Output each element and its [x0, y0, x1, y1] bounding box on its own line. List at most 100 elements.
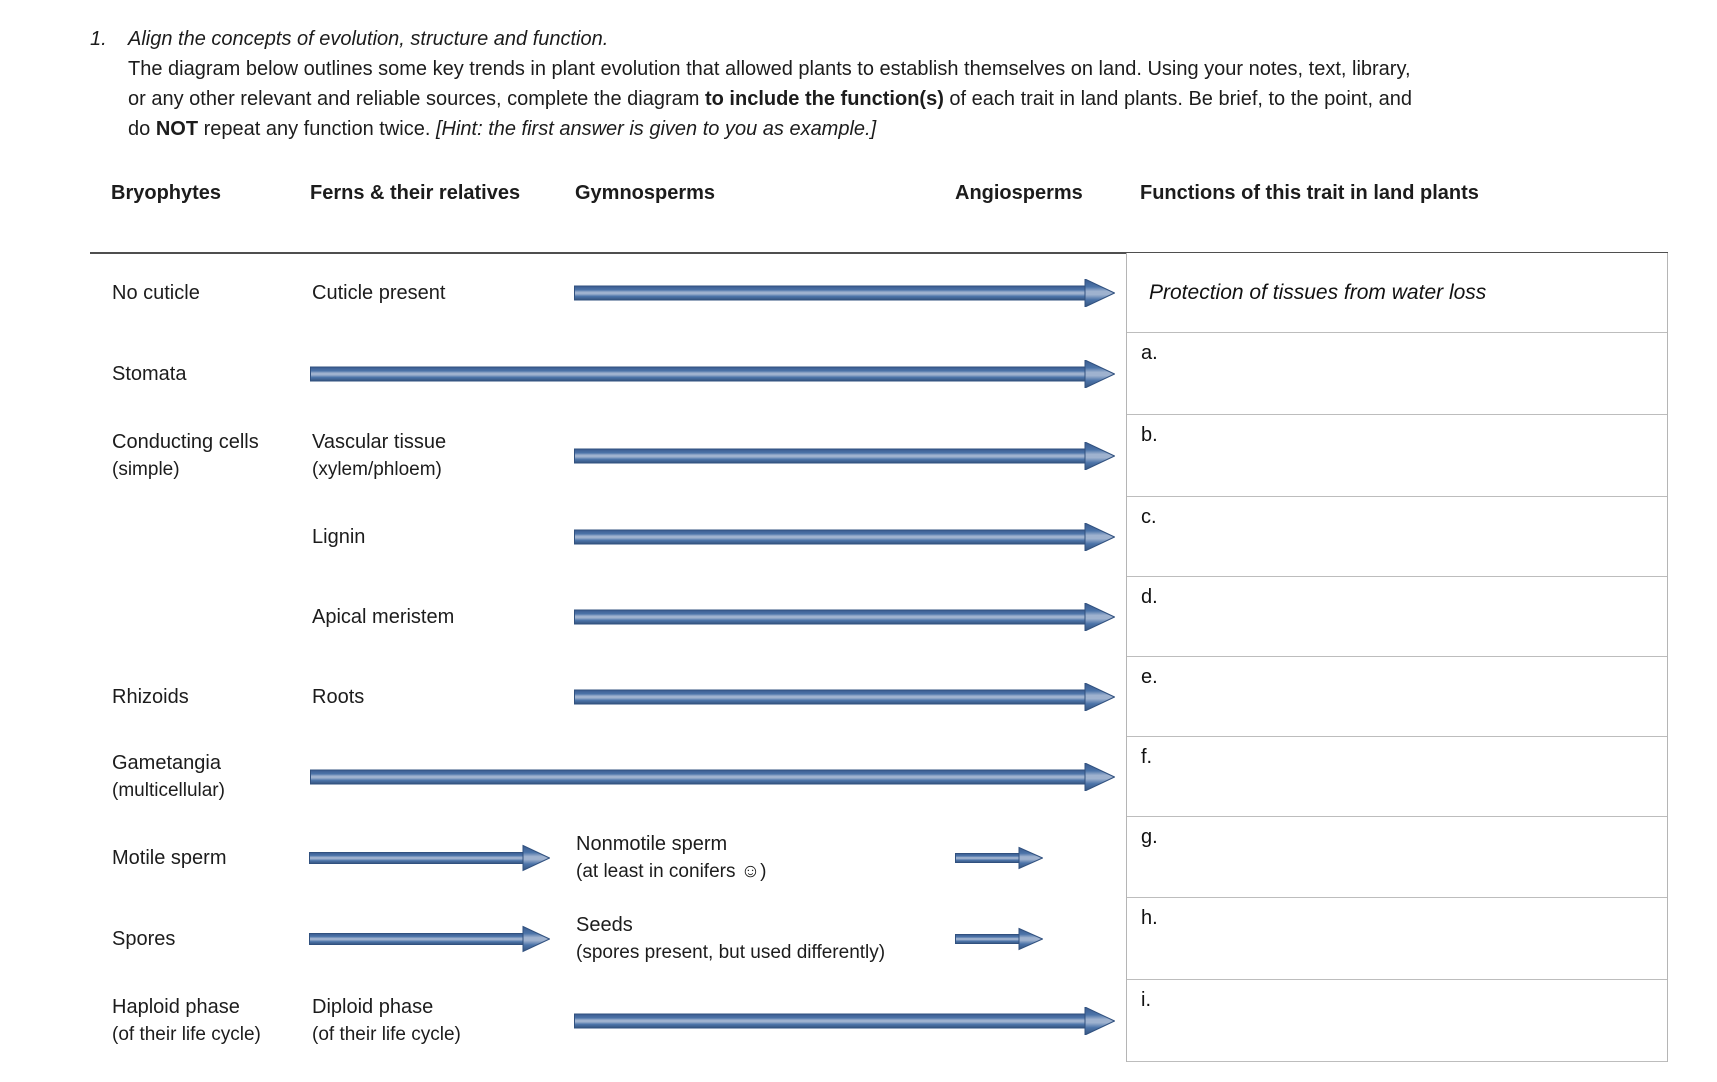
answer-letter-label: i.: [1141, 989, 1151, 1011]
trait-text-line: Cuticle present: [312, 282, 446, 304]
evolution-arrow-gym-to-angio: [574, 603, 1115, 631]
trait-text-line: Gametangia: [112, 752, 221, 774]
evolution-arrow-gym-to-angio: [574, 1007, 1115, 1035]
question-text-segment: The diagram below outlines some key tren…: [128, 58, 1411, 80]
evolution-arrow-gym-to-angio: [574, 442, 1115, 470]
ferns-trait-label: Diploid phase (of their life cycle): [312, 980, 461, 1062]
gymnosperms-trait-label: Seeds (spores present, but used different…: [576, 898, 885, 980]
column-header-angiosperms: Angiosperms: [955, 182, 1083, 204]
answer-cell-a[interactable]: a.: [1127, 333, 1667, 415]
trait-text-line: (of their life cycle): [312, 1024, 461, 1045]
evolution-arrow-fern-to-gym: [309, 925, 550, 953]
column-header-bryophytes: Bryophytes: [111, 182, 222, 204]
trait-row: Conducting cells (simple) Vascular tissue (…: [0, 415, 1717, 497]
trait-text-line: Seeds: [576, 914, 633, 936]
answer-letter-label: a.: [1141, 342, 1158, 364]
trait-text-line: (simple): [112, 459, 180, 480]
trait-text-line: (multicellular): [112, 780, 225, 801]
trait-text-line: Motile sperm: [112, 846, 227, 869]
ferns-trait-label: Vascular tissue (xylem/phloem): [312, 415, 446, 497]
table-top-rule: [90, 252, 1668, 254]
trait-text-line: (spores present, but used differently): [576, 942, 886, 963]
answer-letter-label: f.: [1141, 746, 1153, 768]
answer-letter-label: g.: [1141, 826, 1158, 848]
question-text-segment: of each trait in land plants. Be brief, …: [943, 88, 1412, 110]
bryophytes-trait-label: Spores: [112, 898, 175, 980]
trait-text-line: Stomata: [112, 363, 187, 385]
bryophytes-trait-label: No cuticle: [112, 253, 200, 333]
trait-text-line: Conducting cells: [112, 431, 259, 453]
evolution-arrow-gym-to-angio: [574, 683, 1115, 711]
trait-row: Spores Seeds (spores present, but used dif…: [0, 898, 1717, 980]
question-number: 1.: [90, 28, 107, 50]
question-text-segment: [Hint: the first answer is given to you …: [435, 118, 877, 140]
function-example-cell: Protection of tissues from water loss: [1127, 253, 1667, 333]
trait-text-line: Lignin: [312, 526, 366, 548]
bryophytes-trait-label: Conducting cells (simple): [112, 415, 259, 497]
answer-cell-c[interactable]: c.: [1127, 497, 1667, 577]
trait-row: Lignin: [0, 497, 1717, 577]
gymnosperms-trait-label: Nonmotile sperm (at least in conifers ☺): [576, 817, 766, 898]
bryophytes-trait-label: Gametangia (multicellular): [112, 737, 225, 817]
trait-row: Haploid phase (of their life cycle) Diploi…: [0, 980, 1717, 1062]
answer-letter-label: b.: [1141, 424, 1158, 446]
answer-cell-f[interactable]: f.: [1127, 737, 1667, 817]
column-header-gymnosperms: Gymnosperms: [575, 182, 716, 204]
trait-text-line: Rhizoids: [112, 686, 189, 708]
trait-text-line: (of their life cycle): [112, 1024, 261, 1045]
trait-text-line: (xylem/phloem): [312, 459, 442, 480]
evolution-arrow-fern-to-gym: [309, 844, 550, 872]
answer-cell-h[interactable]: h.: [1127, 898, 1667, 980]
trait-row: Stomata: [0, 333, 1717, 415]
bryophytes-trait-label: Motile sperm: [112, 817, 226, 898]
answer-cell-b[interactable]: b.: [1127, 415, 1667, 497]
question-text: Align the concepts of evolution, structu…: [128, 24, 1412, 144]
functions-answer-box: Protection of tissues from water loss a. b…: [1126, 253, 1668, 1062]
question-text-line: The diagram below outlines some key tren…: [128, 54, 1412, 84]
question-text-segment: Align the concepts of evolution, structu…: [128, 28, 609, 50]
trait-row: No cuticle Cuticle present: [0, 253, 1717, 333]
ferns-trait-label: Roots: [312, 657, 364, 737]
answer-letter-label: h.: [1141, 907, 1158, 929]
trait-text-line: (at least in conifers ☺): [576, 860, 767, 882]
question-text-segment: to include the function(s): [704, 88, 944, 110]
trait-text-line: Apical meristem: [312, 606, 455, 628]
question-text-line: do NOT repeat any function twice. [Hint:…: [128, 114, 1412, 144]
bryophytes-trait-label: Stomata: [112, 333, 186, 415]
evolution-arrow-fern-to-angio: [310, 763, 1115, 791]
answer-cell-g[interactable]: g.: [1127, 817, 1667, 898]
answer-letter-label: d.: [1141, 586, 1158, 608]
answer-cell-e[interactable]: e.: [1127, 657, 1667, 737]
trait-text-line: Roots: [312, 686, 365, 708]
trait-text-line: No cuticle: [112, 282, 200, 304]
evolution-arrow-gym-to-angio: [574, 523, 1115, 551]
ferns-trait-label: Apical meristem: [312, 577, 454, 657]
evolution-arrow-angio-short: [955, 925, 1043, 953]
question-text-segment: or any other relevant and reliable sourc…: [128, 88, 705, 110]
question-text-segment: NOT: [155, 118, 199, 140]
answer-cell-d[interactable]: d.: [1127, 577, 1667, 657]
column-header-ferns: Ferns & their relatives: [310, 182, 521, 204]
bryophytes-trait-label: Rhizoids: [112, 657, 189, 737]
trait-row: Motile sperm Nonmotile sperm (at least in …: [0, 817, 1717, 898]
answer-cell-i[interactable]: i.: [1127, 980, 1667, 1062]
trait-row: Apical meristem: [0, 577, 1717, 657]
ferns-trait-label: Lignin: [312, 497, 365, 577]
evolution-arrow-fern-to-angio: [310, 360, 1115, 388]
trait-row: Gametangia (multicellular): [0, 737, 1717, 817]
trait-text-line: Vascular tissue: [312, 431, 447, 453]
evolution-arrow-angio-short: [955, 844, 1043, 872]
answer-letter-label: e.: [1141, 666, 1158, 688]
trait-text-line: Diploid phase: [312, 996, 434, 1018]
evolution-arrow-gym-to-angio: [574, 279, 1115, 307]
bryophytes-trait-label: Haploid phase (of their life cycle): [112, 980, 261, 1062]
trait-text-line: Nonmotile sperm: [576, 832, 728, 855]
answer-letter-label: c.: [1141, 506, 1157, 528]
question-text-line: Align the concepts of evolution, structu…: [128, 24, 1412, 54]
question-text-line: or any other relevant and reliable sourc…: [128, 84, 1412, 114]
trait-text-line: Spores: [112, 928, 176, 950]
ferns-trait-label: Cuticle present: [312, 253, 445, 333]
question-text-segment: do: [128, 118, 156, 140]
column-header-functions: Functions of this trait in land plants: [1140, 182, 1479, 204]
